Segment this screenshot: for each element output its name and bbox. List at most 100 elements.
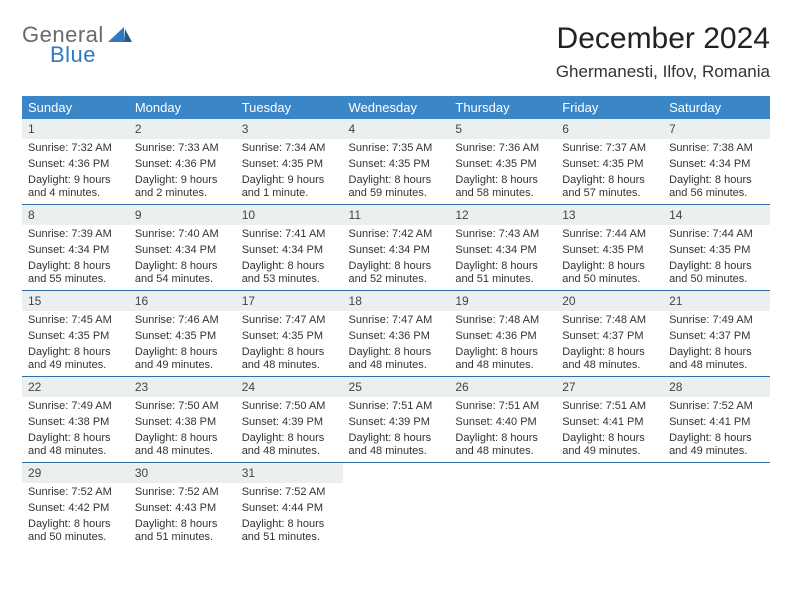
- daylight-line2: and 56 minutes.: [663, 187, 770, 200]
- calendar-week: 1Sunrise: 7:32 AMSunset: 4:36 PMDaylight…: [22, 119, 770, 205]
- sunset-text: Sunset: 4:34 PM: [236, 241, 343, 257]
- sunset-text: Sunset: 4:36 PM: [22, 155, 129, 171]
- daylight-line1: Daylight: 8 hours: [663, 343, 770, 359]
- cell-inner: 28Sunrise: 7:52 AMSunset: 4:41 PMDayligh…: [663, 377, 770, 462]
- daylight-line2: and 52 minutes.: [343, 273, 450, 286]
- day-number: 3: [236, 119, 343, 139]
- sunset-text: Sunset: 4:35 PM: [236, 155, 343, 171]
- page-title: December 2024: [556, 16, 770, 56]
- calendar-cell: 27Sunrise: 7:51 AMSunset: 4:41 PMDayligh…: [556, 377, 663, 463]
- sunset-text: Sunset: 4:34 PM: [663, 155, 770, 171]
- cell-inner: 20Sunrise: 7:48 AMSunset: 4:37 PMDayligh…: [556, 291, 663, 376]
- cell-inner: 11Sunrise: 7:42 AMSunset: 4:34 PMDayligh…: [343, 205, 450, 290]
- day-number: 5: [449, 119, 556, 139]
- sunrise-text: Sunrise: 7:39 AM: [22, 225, 129, 241]
- day-number: 4: [343, 119, 450, 139]
- dayheader-sunday: Sunday: [22, 96, 129, 119]
- calendar-header-row: Sunday Monday Tuesday Wednesday Thursday…: [22, 96, 770, 119]
- brand-logo: General Blue: [22, 16, 132, 66]
- calendar-cell: 10Sunrise: 7:41 AMSunset: 4:34 PMDayligh…: [236, 205, 343, 291]
- cell-inner: 22Sunrise: 7:49 AMSunset: 4:38 PMDayligh…: [22, 377, 129, 462]
- calendar-cell: 13Sunrise: 7:44 AMSunset: 4:35 PMDayligh…: [556, 205, 663, 291]
- sunrise-text: Sunrise: 7:49 AM: [663, 311, 770, 327]
- brand-text: General Blue: [22, 24, 132, 66]
- day-number: 22: [22, 377, 129, 397]
- sunrise-text: Sunrise: 7:45 AM: [22, 311, 129, 327]
- daylight-line1: Daylight: 9 hours: [22, 171, 129, 187]
- title-block: December 2024 Ghermanesti, Ilfov, Romani…: [556, 16, 770, 82]
- cell-inner: 5Sunrise: 7:36 AMSunset: 4:35 PMDaylight…: [449, 119, 556, 204]
- daylight-line2: and 49 minutes.: [663, 445, 770, 458]
- calendar-week: 22Sunrise: 7:49 AMSunset: 4:38 PMDayligh…: [22, 377, 770, 463]
- daylight-line2: and 48 minutes.: [449, 445, 556, 458]
- sunrise-text: Sunrise: 7:50 AM: [129, 397, 236, 413]
- cell-inner: 21Sunrise: 7:49 AMSunset: 4:37 PMDayligh…: [663, 291, 770, 376]
- day-number: 14: [663, 205, 770, 225]
- brand-triangle-icon: [108, 24, 132, 46]
- day-number: 15: [22, 291, 129, 311]
- daylight-line2: and 48 minutes.: [22, 445, 129, 458]
- calendar-cell: 4Sunrise: 7:35 AMSunset: 4:35 PMDaylight…: [343, 119, 450, 205]
- calendar-cell: 26Sunrise: 7:51 AMSunset: 4:40 PMDayligh…: [449, 377, 556, 463]
- brand-word-2: Blue: [50, 44, 132, 66]
- sunrise-text: Sunrise: 7:52 AM: [22, 483, 129, 499]
- location-text: Ghermanesti, Ilfov, Romania: [556, 62, 770, 82]
- dayheader-friday: Friday: [556, 96, 663, 119]
- daylight-line2: and 59 minutes.: [343, 187, 450, 200]
- day-number: 30: [129, 463, 236, 483]
- daylight-line1: Daylight: 8 hours: [236, 257, 343, 273]
- sunset-text: Sunset: 4:42 PM: [22, 499, 129, 515]
- cell-inner: [663, 463, 770, 543]
- daylight-line1: Daylight: 8 hours: [343, 171, 450, 187]
- sunrise-text: Sunrise: 7:51 AM: [556, 397, 663, 413]
- sunset-text: Sunset: 4:34 PM: [343, 241, 450, 257]
- cell-inner: [343, 463, 450, 543]
- sunset-text: Sunset: 4:41 PM: [556, 413, 663, 429]
- cell-inner: 30Sunrise: 7:52 AMSunset: 4:43 PMDayligh…: [129, 463, 236, 548]
- daylight-line1: Daylight: 8 hours: [22, 429, 129, 445]
- calendar-cell: 21Sunrise: 7:49 AMSunset: 4:37 PMDayligh…: [663, 291, 770, 377]
- day-number: 13: [556, 205, 663, 225]
- calendar-cell: 24Sunrise: 7:50 AMSunset: 4:39 PMDayligh…: [236, 377, 343, 463]
- sunrise-text: Sunrise: 7:47 AM: [236, 311, 343, 327]
- cell-inner: 4Sunrise: 7:35 AMSunset: 4:35 PMDaylight…: [343, 119, 450, 204]
- calendar-cell: 30Sunrise: 7:52 AMSunset: 4:43 PMDayligh…: [129, 463, 236, 549]
- daylight-line1: Daylight: 8 hours: [22, 257, 129, 273]
- calendar-cell: 25Sunrise: 7:51 AMSunset: 4:39 PMDayligh…: [343, 377, 450, 463]
- sunrise-text: Sunrise: 7:44 AM: [556, 225, 663, 241]
- calendar-week: 15Sunrise: 7:45 AMSunset: 4:35 PMDayligh…: [22, 291, 770, 377]
- day-number: 11: [343, 205, 450, 225]
- sunset-text: Sunset: 4:36 PM: [129, 155, 236, 171]
- daylight-line2: and 53 minutes.: [236, 273, 343, 286]
- calendar-cell: 16Sunrise: 7:46 AMSunset: 4:35 PMDayligh…: [129, 291, 236, 377]
- sunset-text: Sunset: 4:36 PM: [449, 327, 556, 343]
- cell-inner: 2Sunrise: 7:33 AMSunset: 4:36 PMDaylight…: [129, 119, 236, 204]
- calendar-cell: 7Sunrise: 7:38 AMSunset: 4:34 PMDaylight…: [663, 119, 770, 205]
- day-number: 31: [236, 463, 343, 483]
- calendar-cell: 28Sunrise: 7:52 AMSunset: 4:41 PMDayligh…: [663, 377, 770, 463]
- calendar-cell: 6Sunrise: 7:37 AMSunset: 4:35 PMDaylight…: [556, 119, 663, 205]
- daylight-line1: Daylight: 8 hours: [236, 343, 343, 359]
- sunrise-text: Sunrise: 7:38 AM: [663, 139, 770, 155]
- cell-inner: 23Sunrise: 7:50 AMSunset: 4:38 PMDayligh…: [129, 377, 236, 462]
- cell-inner: 31Sunrise: 7:52 AMSunset: 4:44 PMDayligh…: [236, 463, 343, 548]
- daylight-line1: Daylight: 8 hours: [449, 429, 556, 445]
- daylight-line2: and 2 minutes.: [129, 187, 236, 200]
- calendar-cell: 23Sunrise: 7:50 AMSunset: 4:38 PMDayligh…: [129, 377, 236, 463]
- sunrise-text: Sunrise: 7:33 AM: [129, 139, 236, 155]
- sunset-text: Sunset: 4:35 PM: [129, 327, 236, 343]
- cell-inner: 19Sunrise: 7:48 AMSunset: 4:36 PMDayligh…: [449, 291, 556, 376]
- page-root: General Blue December 2024 Ghermanesti, …: [0, 0, 792, 612]
- cell-inner: 7Sunrise: 7:38 AMSunset: 4:34 PMDaylight…: [663, 119, 770, 204]
- sunrise-text: Sunrise: 7:48 AM: [449, 311, 556, 327]
- calendar-table: Sunday Monday Tuesday Wednesday Thursday…: [22, 96, 770, 548]
- sunset-text: Sunset: 4:36 PM: [343, 327, 450, 343]
- cell-inner: 14Sunrise: 7:44 AMSunset: 4:35 PMDayligh…: [663, 205, 770, 290]
- daylight-line2: and 4 minutes.: [22, 187, 129, 200]
- cell-inner: 24Sunrise: 7:50 AMSunset: 4:39 PMDayligh…: [236, 377, 343, 462]
- cell-inner: 26Sunrise: 7:51 AMSunset: 4:40 PMDayligh…: [449, 377, 556, 462]
- daylight-line1: Daylight: 8 hours: [236, 429, 343, 445]
- calendar-week: 29Sunrise: 7:52 AMSunset: 4:42 PMDayligh…: [22, 463, 770, 549]
- daylight-line2: and 49 minutes.: [556, 445, 663, 458]
- day-number: 25: [343, 377, 450, 397]
